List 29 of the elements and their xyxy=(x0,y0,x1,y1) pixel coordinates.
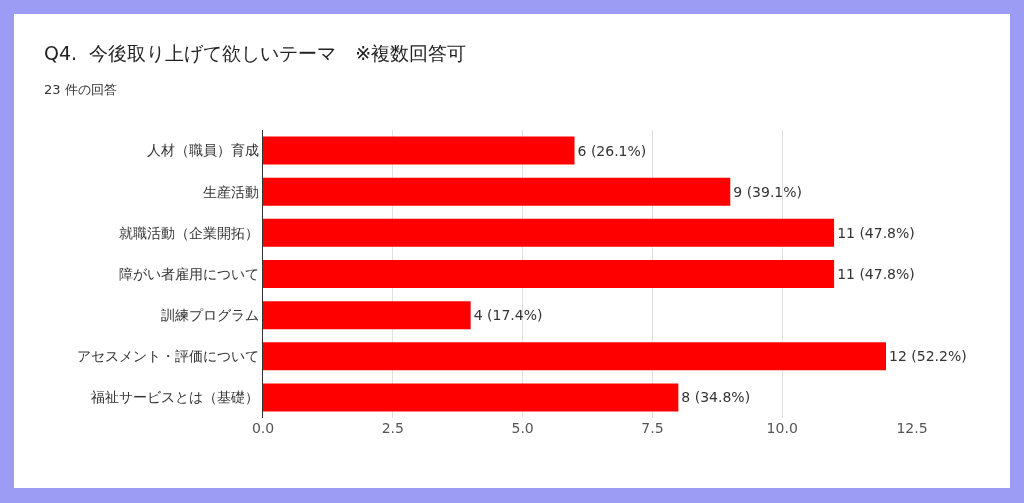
y-tick-label: 生産活動 xyxy=(203,183,260,200)
x-tick-label: 5.0 xyxy=(511,420,534,436)
data-label: 12 (52.2%) xyxy=(889,348,967,365)
bar xyxy=(263,136,575,165)
y-tick-label: 人材（職員）育成 xyxy=(147,142,260,159)
data-label: 6 (26.1%) xyxy=(577,142,647,159)
text: 23 件の回答 xyxy=(44,82,117,98)
y-tick-label: 就職活動（企業開拓） xyxy=(119,224,260,241)
bar xyxy=(263,260,835,288)
x-tick-label: 0.0 xyxy=(251,420,275,436)
y-tick-label: 障がい者雇用について xyxy=(119,265,260,282)
data-label: 9 (39.1%) xyxy=(733,183,803,200)
bar xyxy=(263,342,887,371)
data-label: 11 (47.8%) xyxy=(837,224,915,241)
y-tick-label: 訓練プログラム xyxy=(161,307,260,324)
y-tick-label: 福祉サービスとは（基礎） xyxy=(91,389,260,406)
y-tick-label: アセスメント・評価について xyxy=(77,348,260,365)
data-label: 8 (34.8%) xyxy=(681,389,751,406)
data-label: 4 (17.4%) xyxy=(473,307,543,324)
x-tick-label: 12.5 xyxy=(896,420,928,436)
bar xyxy=(263,177,731,206)
chart-title: Q4. 今後取り上げて欲しいテーマ ※複数回答可 xyxy=(44,42,467,65)
bar xyxy=(263,301,471,330)
bar xyxy=(263,383,679,412)
x-tick-label: 10.0 xyxy=(766,420,798,436)
bar xyxy=(263,218,835,247)
data-label: 11 (47.8%) xyxy=(837,266,915,282)
x-tick-label: 2.5 xyxy=(381,420,404,436)
x-tick-label: 7.5 xyxy=(641,420,664,436)
